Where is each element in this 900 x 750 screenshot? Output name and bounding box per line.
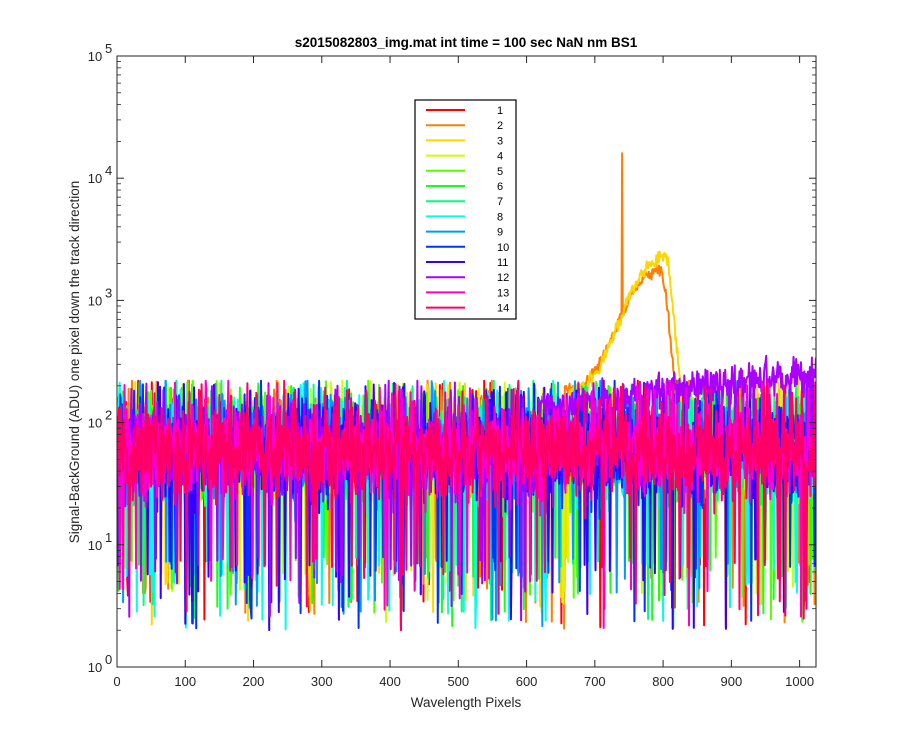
y-axis-label: Signal-BackGround (ADU) one pixel down t…	[67, 181, 82, 543]
x-tick-label: 200	[243, 674, 265, 689]
x-tick-label: 900	[721, 674, 743, 689]
x-tick-label: 800	[652, 674, 674, 689]
x-tick-label: 600	[516, 674, 538, 689]
plot-frame	[116, 55, 817, 668]
y-tick-label: 10	[88, 49, 102, 64]
y-tick-exponent: 0	[105, 652, 112, 667]
y-tick-label: 10	[88, 293, 102, 308]
y-tick-exponent: 3	[105, 285, 112, 300]
x-tick-label: 1000	[785, 674, 814, 689]
series-layer	[117, 152, 816, 632]
legend-label-2: 2	[497, 120, 503, 132]
x-tick-label: 100	[174, 674, 196, 689]
legend-box	[414, 99, 517, 320]
x-tick-label: 400	[379, 674, 401, 689]
y-tick-exponent: 4	[105, 163, 112, 178]
legend-label-7: 7	[497, 196, 503, 208]
legend-label-4: 4	[497, 151, 503, 163]
series-line-14	[117, 379, 816, 632]
legend-label-8: 8	[497, 211, 503, 223]
legend-label-10: 10	[497, 242, 509, 254]
legend-label-3: 3	[497, 135, 503, 147]
x-tick-label: 500	[447, 674, 469, 689]
legend-label-1: 1	[497, 105, 503, 117]
y-tick-label: 10	[88, 171, 102, 186]
legend-label-11: 11	[497, 257, 508, 269]
legend-label-12: 12	[497, 272, 509, 284]
legend-label-5: 5	[497, 166, 503, 178]
x-axis-label: Wavelength Pixels	[411, 695, 522, 710]
x-axis: 0 100 200 300 400 500 600 700 800 900 1000	[113, 56, 814, 689]
legend-label-13: 13	[497, 287, 509, 299]
y-tick-exponent: 1	[105, 530, 112, 545]
chart-title: s2015082803_img.mat int time = 100 sec N…	[295, 35, 638, 50]
y-tick-label: 10	[88, 416, 102, 431]
legend-label-9: 9	[497, 227, 503, 239]
y-tick-exponent: 2	[105, 408, 112, 423]
x-tick-label: 300	[311, 674, 333, 689]
legend-label-14: 14	[497, 303, 509, 315]
x-tick-label: 0	[113, 674, 120, 689]
y-tick-label: 10	[88, 538, 102, 553]
x-tick-label: 700	[584, 674, 606, 689]
legend-label-6: 6	[497, 181, 503, 193]
y-tick-exponent: 5	[105, 41, 112, 56]
y-tick-label: 10	[88, 660, 102, 675]
